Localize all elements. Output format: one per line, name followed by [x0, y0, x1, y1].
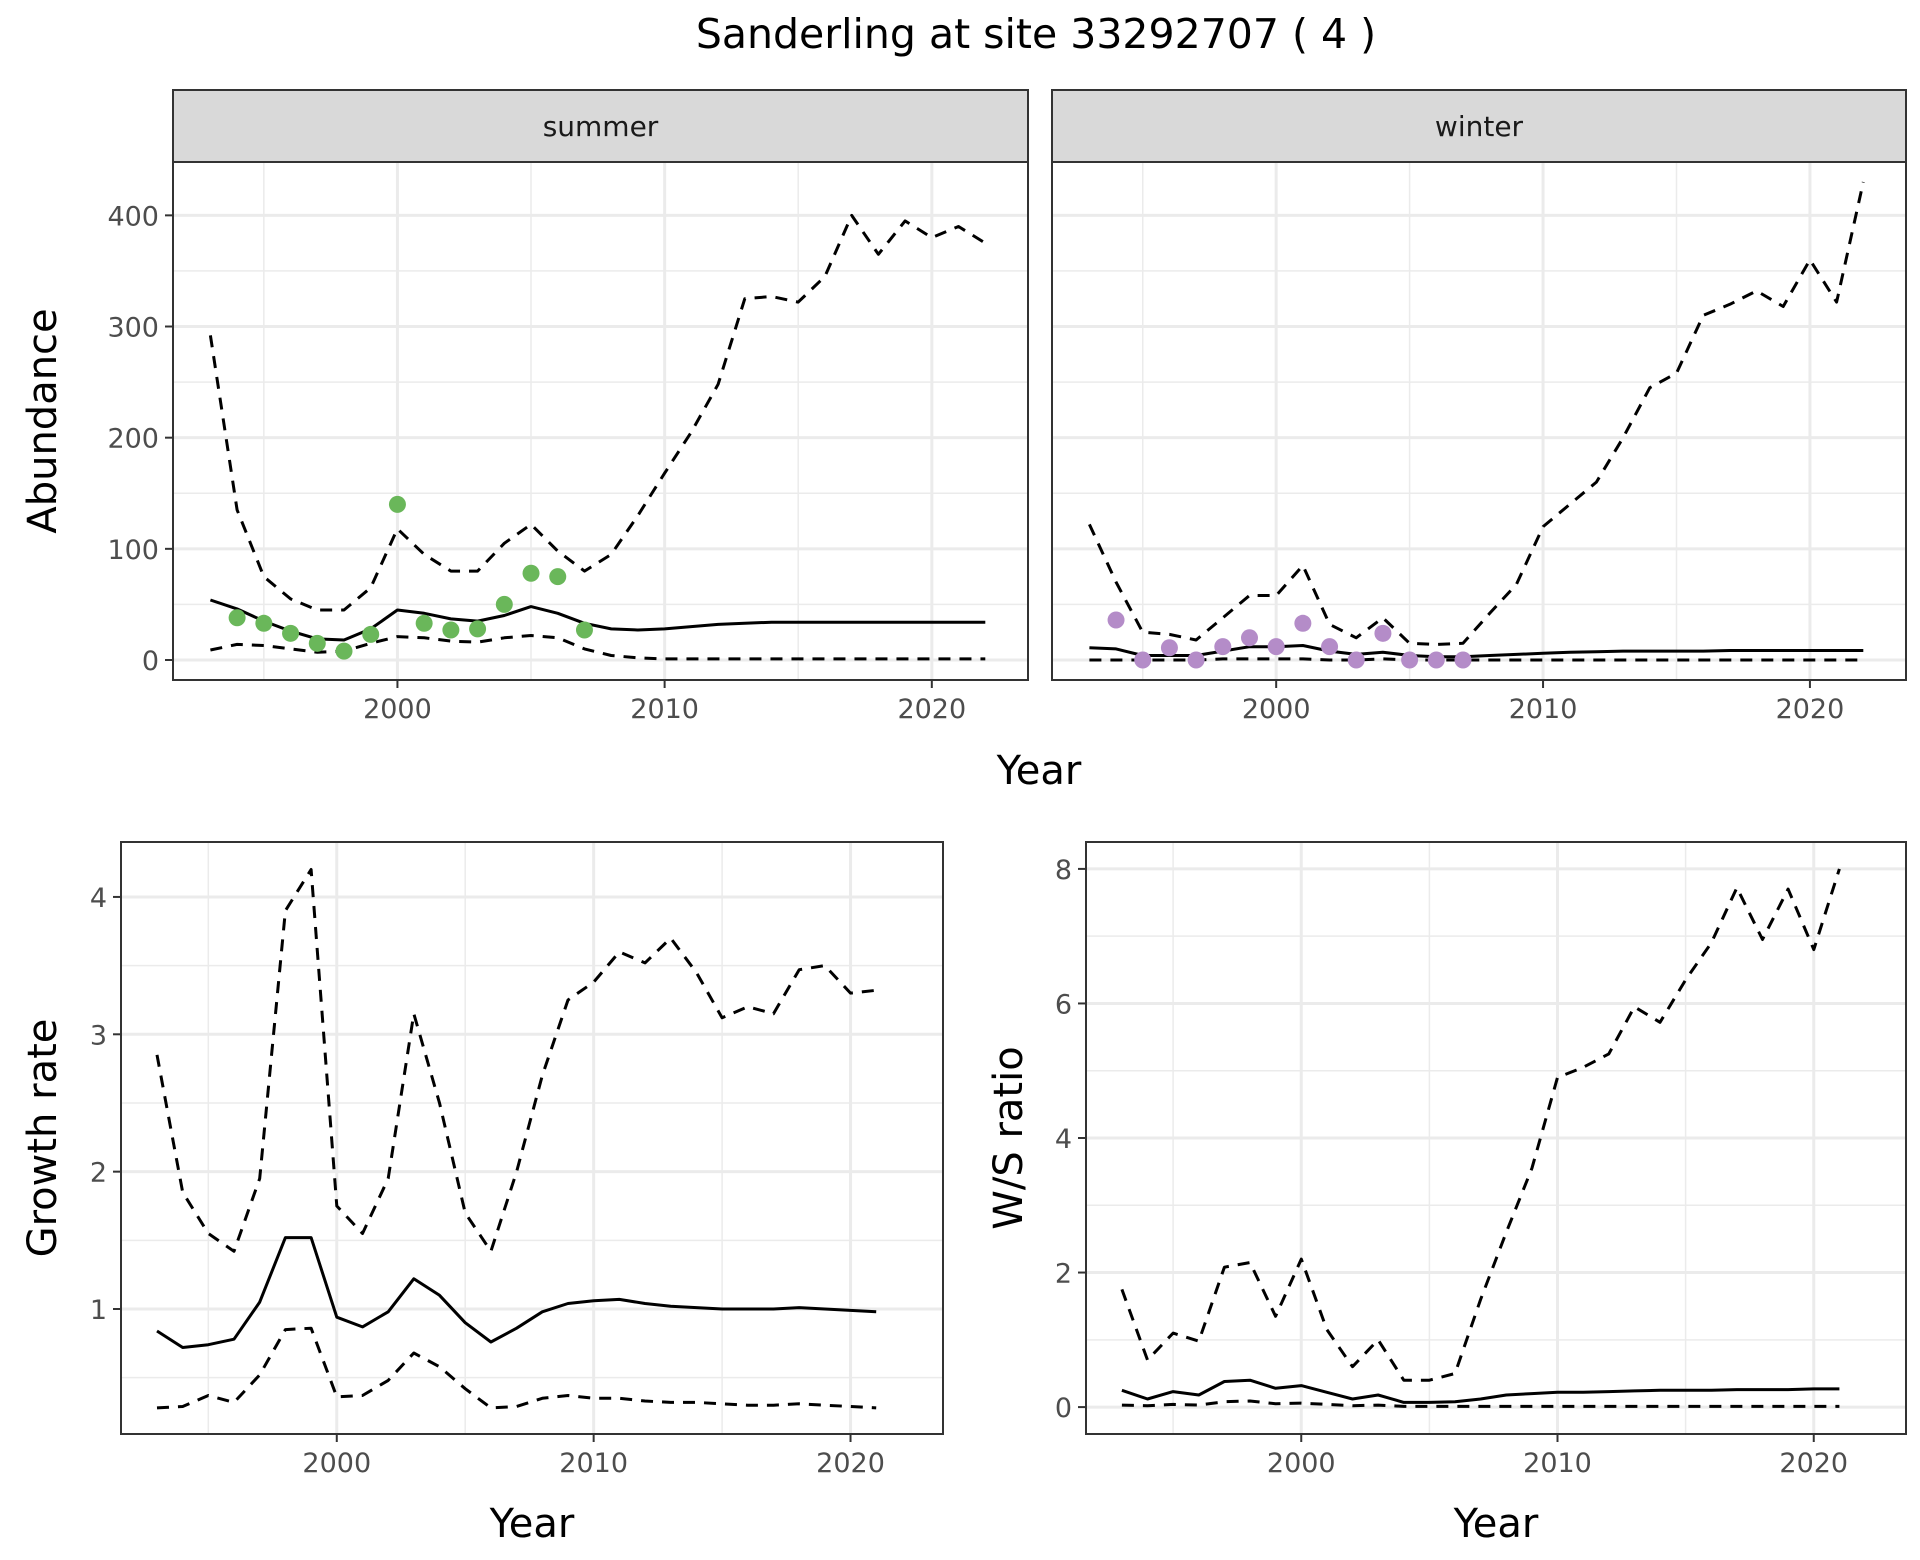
- winter-x-tick-label: 2000: [1242, 694, 1311, 725]
- ratio-y-tick-label: 0: [1055, 1393, 1072, 1424]
- ratio-x-axis-title: Year: [1453, 1501, 1539, 1547]
- summer-plot-area: [173, 162, 1028, 680]
- summer-series-upper-line: [208, 213, 987, 612]
- abundance-x-axis-title: Year: [996, 748, 1082, 794]
- winter-data-point: [1401, 651, 1419, 669]
- winter-data-point: [1134, 651, 1152, 669]
- ratio-panel: 2000 2010 2020 0 2 4 6 8: [1055, 841, 1907, 1479]
- ratio-y-tick-label: 6: [1055, 989, 1072, 1020]
- winter-data-point: [1454, 651, 1472, 669]
- summer-series-median-line: [209, 598, 986, 642]
- winter-data-point: [1347, 651, 1365, 669]
- growth-x-axis-title: Year: [489, 1501, 575, 1547]
- summer-data-point: [228, 609, 246, 627]
- growth-x-tick-label: 2000: [302, 1448, 371, 1479]
- summer-strip: [172, 89, 1029, 163]
- growth-panel: 2000 2010 2020 1 2 3 4: [90, 841, 944, 1479]
- growth-y-tick-label: 1: [90, 1295, 107, 1326]
- summer-data-point: [442, 621, 460, 639]
- summer-x-tick-label: 2000: [363, 694, 432, 725]
- ratio-series-median-line: [1121, 1378, 1840, 1404]
- winter-data-point: [1294, 614, 1312, 632]
- ratio-y-tick-label: 2: [1055, 1259, 1072, 1290]
- summer-y-tick-label: 300: [107, 313, 159, 344]
- summer-y-tick-label: 200: [107, 424, 159, 455]
- summer-y-tick-label: 0: [142, 646, 159, 677]
- growth-x-tick-label: 2010: [559, 1448, 628, 1479]
- summer-panel: summer 2000 2010 2020 0 100 200 300 400: [107, 89, 1029, 725]
- winter-panel: winter 2000 2010 2020: [1051, 89, 1907, 725]
- winter-plot-area: [1052, 162, 1906, 680]
- winter-x-tick-label: 2020: [1776, 694, 1845, 725]
- abundance-y-axis-title: Abundance: [20, 308, 66, 533]
- summer-y-tick-label: 400: [107, 201, 159, 232]
- ratio-x-tick-label: 2000: [1267, 1448, 1336, 1479]
- winter-data-point: [1240, 629, 1258, 647]
- ratio-y-axis-title: W/S ratio: [986, 1046, 1032, 1229]
- summer-data-point: [469, 620, 487, 638]
- winter-series-lower-line: [1089, 657, 1864, 662]
- growth-x-tick-label: 2020: [816, 1448, 885, 1479]
- summer-data-point: [362, 625, 380, 643]
- ratio-series-lower-line: [1121, 1399, 1840, 1408]
- summer-data-point: [575, 621, 593, 639]
- winter-data-point: [1427, 651, 1445, 669]
- summer-strip-label: summer: [543, 110, 659, 143]
- summer-data-point: [388, 495, 406, 513]
- summer-data-point: [308, 634, 326, 652]
- summer-y-tick-label: 100: [107, 535, 159, 566]
- growth-series-lower-line: [156, 1326, 877, 1410]
- winter-x-tick-label: 2010: [1509, 694, 1578, 725]
- summer-data-point: [335, 642, 353, 660]
- growth-y-tick-label: 2: [90, 1158, 107, 1189]
- winter-data-point: [1160, 639, 1178, 657]
- winter-data-point: [1214, 638, 1232, 656]
- summer-x-tick-label: 2020: [897, 694, 966, 725]
- ratio-y-tick-label: 8: [1055, 855, 1072, 886]
- winter-strip-label: winter: [1435, 110, 1524, 143]
- summer-data-point: [522, 564, 540, 582]
- growth-series-upper-line: [155, 868, 877, 1253]
- winter-data-point: [1107, 611, 1125, 629]
- growth-y-tick-label: 4: [90, 883, 107, 914]
- growth-series-median-line: [156, 1236, 877, 1349]
- winter-data-point: [1267, 638, 1285, 656]
- growth-y-tick-label: 3: [90, 1020, 107, 1051]
- ratio-series-upper-line: [1120, 868, 1841, 1382]
- winter-data-point: [1187, 651, 1205, 669]
- winter-data-point: [1374, 624, 1392, 642]
- ratio-x-tick-label: 2010: [1523, 1448, 1592, 1479]
- ratio-y-tick-label: 4: [1055, 1124, 1072, 1155]
- winter-strip: [1051, 89, 1907, 163]
- growth-panel-border: [120, 841, 944, 1435]
- summer-data-point: [495, 595, 513, 613]
- summer-data-point: [415, 614, 433, 632]
- summer-data-point: [549, 568, 567, 586]
- winter-data-point: [1321, 638, 1339, 656]
- summer-data-point: [282, 624, 300, 642]
- winter-series-upper-line: [1088, 181, 1865, 646]
- summer-data-point: [255, 614, 273, 632]
- growth-y-axis-title: Growth rate: [20, 1019, 66, 1258]
- growth-plot-area: [121, 842, 943, 1434]
- chart-title: Sanderling at site 33292707 ( 4 ): [696, 10, 1376, 58]
- summer-x-tick-label: 2010: [630, 694, 699, 725]
- ratio-x-tick-label: 2020: [1779, 1448, 1848, 1479]
